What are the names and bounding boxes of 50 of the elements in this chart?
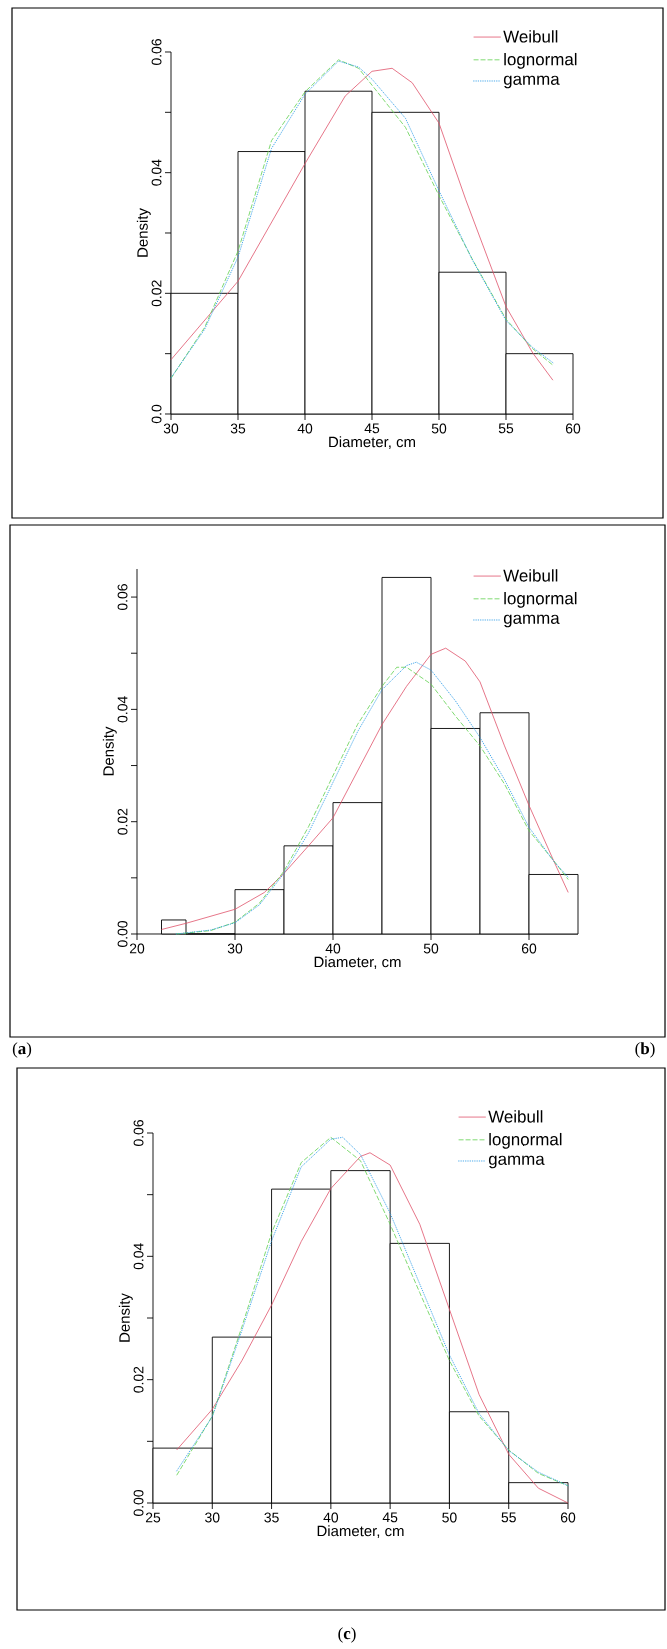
y-tick-label: 0.06 <box>133 1120 144 1147</box>
text: (b) <box>635 1042 655 1058</box>
y-tick-label: 0.06 <box>151 39 162 66</box>
x-tick-label: 55 <box>498 423 514 434</box>
y-tick-label: 0.02 <box>133 1366 144 1393</box>
x-tick-label: 40 <box>325 943 341 954</box>
y-tick-label: 0.0 <box>151 404 162 424</box>
y-tick-label: 0.04 <box>151 159 162 186</box>
legend-label: Weibull <box>503 30 558 43</box>
legend-label: lognormal <box>504 591 577 608</box>
legend-label: lognormal <box>489 1132 562 1149</box>
legend-label: gamma <box>488 1155 545 1169</box>
x-tick-label: 40 <box>297 423 313 434</box>
legend-label: Weibull <box>503 569 558 582</box>
x-tick-label: 35 <box>230 423 246 434</box>
y-tick-label: 0.00 <box>133 1489 144 1517</box>
x-tick-label: 50 <box>431 423 447 434</box>
legend-label: gamma <box>503 614 560 628</box>
legend-label: Weibull <box>488 1110 543 1123</box>
x-tick-label: 60 <box>560 1512 576 1523</box>
y-tick-label: 0.02 <box>117 808 128 835</box>
y-axis-title: Density <box>136 208 151 257</box>
y-tick-label: 0.04 <box>133 1243 144 1270</box>
x-tick-label: 50 <box>423 943 439 954</box>
x-tick-label: 55 <box>501 1512 516 1523</box>
text: (c) <box>338 1627 356 1643</box>
x-tick-label: 45 <box>382 1512 398 1523</box>
text: (a) <box>12 1042 32 1058</box>
legend-label: gamma <box>503 75 560 89</box>
y-tick-label: 0.06 <box>117 584 128 611</box>
x-tick-label: 60 <box>565 423 581 434</box>
x-tick-label: 35 <box>264 1512 279 1523</box>
x-tick-label: 50 <box>442 1512 457 1523</box>
x-tick-label: 25 <box>145 1512 161 1523</box>
x-axis-title: Diameter, cm <box>317 1525 404 1538</box>
x-tick-label: 20 <box>129 943 145 954</box>
legend-label: lognormal <box>504 52 577 69</box>
x-tick-label: 40 <box>323 1512 339 1523</box>
x-axis-title: Diameter, cm <box>329 436 415 449</box>
x-tick-label: 60 <box>521 943 537 954</box>
x-axis-title: Diameter, cm <box>314 956 401 969</box>
x-tick-label: 45 <box>364 423 380 434</box>
x-tick-label: 30 <box>163 423 179 434</box>
x-tick-label: 30 <box>227 943 243 954</box>
y-axis-title: Density <box>102 726 117 776</box>
y-tick-label: 0.02 <box>151 280 162 307</box>
x-tick-label: 30 <box>205 1512 220 1523</box>
y-axis-title: Density <box>118 1293 133 1342</box>
y-tick-label: 0.04 <box>117 696 128 723</box>
y-tick-label: 0.00 <box>117 920 128 948</box>
